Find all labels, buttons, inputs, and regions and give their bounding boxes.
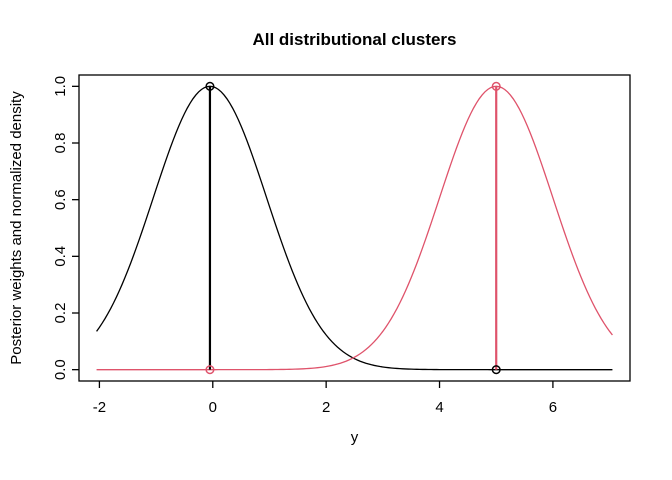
density-curve-cluster-1 bbox=[96, 85, 613, 371]
plot-box bbox=[78, 74, 631, 382]
x-axis-tick-label: -2 bbox=[93, 399, 106, 416]
x-axis-tick-label: 4 bbox=[435, 399, 443, 416]
peak-marker-cluster-1 bbox=[205, 81, 215, 91]
y-axis-tick-label: 0.0 bbox=[52, 359, 69, 380]
peak-marker-cluster-2 bbox=[491, 81, 501, 91]
plot-title: All distributional clusters bbox=[252, 30, 457, 49]
density-curve-cluster-2 bbox=[96, 85, 613, 371]
x-axis-tick-label: 0 bbox=[209, 399, 217, 416]
y-axis-label: Posterior weights and normalized density bbox=[8, 91, 25, 365]
x-axis-tick-label: 6 bbox=[549, 399, 557, 416]
base-marker-cluster-1 bbox=[205, 365, 215, 375]
y-axis-tick-label: 1.0 bbox=[52, 76, 69, 97]
x-axis-label: y bbox=[350, 429, 359, 446]
y-axis-tick-label: 0.4 bbox=[52, 246, 69, 267]
y-axis-tick-label: 0.8 bbox=[52, 133, 69, 154]
base-marker-cluster-2 bbox=[491, 365, 501, 375]
y-axis-tick-label: 0.2 bbox=[52, 303, 69, 324]
x-axis-tick-label: 2 bbox=[322, 399, 330, 416]
y-axis-tick-label: 0.6 bbox=[52, 189, 69, 210]
